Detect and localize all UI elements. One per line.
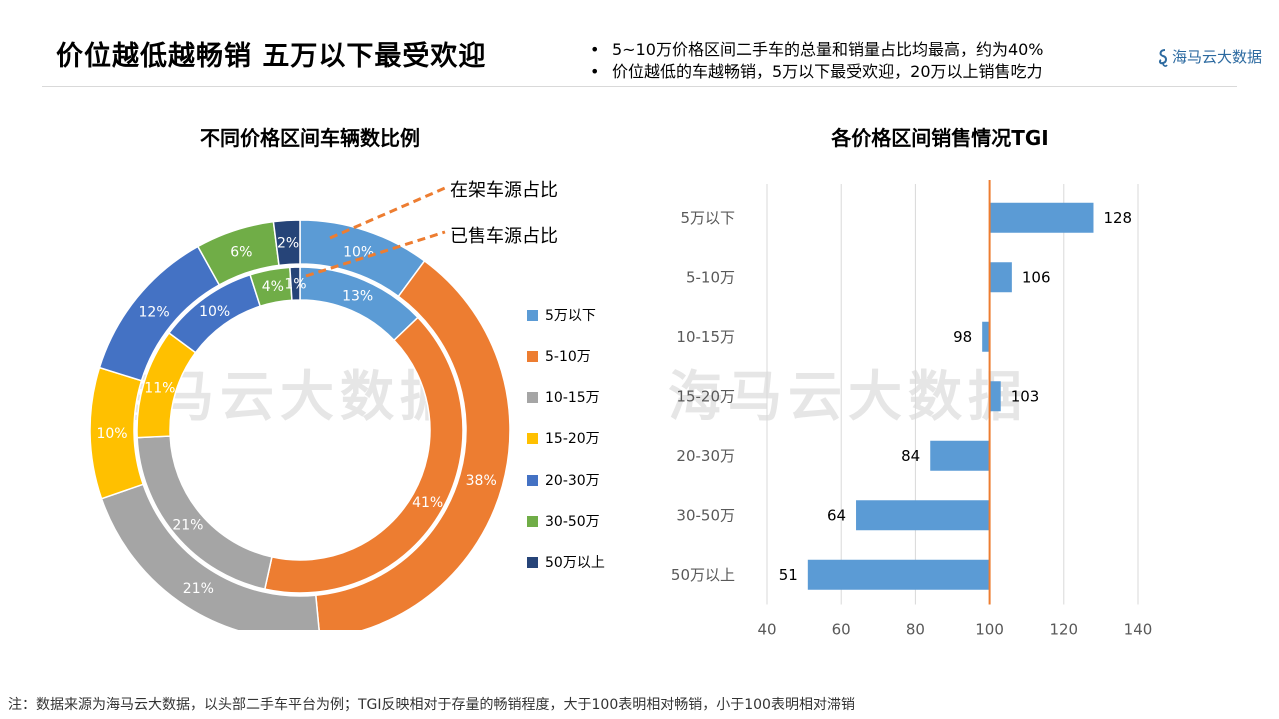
- inner-ring-data-label: 10%: [199, 304, 230, 320]
- page-title: 价位越低越畅销 五万以下最受欢迎: [56, 41, 487, 72]
- tgi-bar: [989, 262, 1012, 293]
- x-tick-label: 140: [1124, 621, 1153, 639]
- legend-label: 15-20万: [545, 431, 600, 447]
- legend-label: 10-15万: [545, 390, 600, 406]
- inner-ring-data-label: 11%: [144, 380, 175, 396]
- legend-swatch: [527, 475, 538, 486]
- outer-ring-data-label: 12%: [139, 304, 170, 320]
- legend-item: 30-50万: [527, 513, 600, 531]
- bar-value-label: 84: [901, 447, 920, 465]
- outer-ring-data-label: 38%: [466, 473, 497, 489]
- summary-bullet-2: • 价位越低的车越畅销，5万以下最受欢迎，20万以上销售吃力: [590, 58, 1043, 82]
- donut-chart: 10% 38% 21% 10% 12% 6% 2% 13% 41% 21% 11% 10% 4% 1%: [90, 186, 511, 630]
- legend-label: 30-50万: [545, 514, 600, 530]
- legend-swatch: [527, 433, 538, 444]
- legend-label: 5万以下: [545, 308, 596, 324]
- x-tick-label: 100: [975, 621, 1004, 639]
- bar-value-label: 51: [779, 566, 798, 584]
- tgi-bar-chart: 40 60 80 100 120 140 5万以下 128 5-10万 106 10-15万 98 15…: [671, 180, 1153, 639]
- category-label: 15-20万: [676, 387, 735, 405]
- tgi-bar: [989, 202, 1094, 233]
- bar-chart-title: 各价格区间销售情况TGI: [831, 126, 1049, 150]
- category-label: 10-15万: [676, 328, 735, 346]
- donut-chart-title: 不同价格区间车辆数比例: [200, 126, 420, 150]
- outer-ring-data-label: 10%: [343, 244, 374, 260]
- inner-ring-callout-line: [305, 230, 446, 278]
- bar-value-label: 128: [1103, 209, 1132, 227]
- outer-ring-data-label: 2%: [277, 235, 299, 251]
- tgi-bar: [807, 559, 990, 590]
- legend-swatch: [527, 516, 538, 527]
- legend-swatch: [527, 557, 538, 568]
- outer-ring-data-label: 6%: [230, 244, 252, 260]
- watermark-right: 海马云大数据: [668, 365, 1028, 428]
- outer-ring-slice: [314, 259, 511, 630]
- legend-label: 5-10万: [545, 349, 591, 365]
- inner-ring-data-label: 4%: [262, 279, 284, 295]
- inner-ring-data-label: 1%: [284, 277, 306, 293]
- legend-item: 10-15万: [527, 389, 600, 407]
- legend-swatch: [527, 351, 538, 362]
- header-divider: [42, 86, 1237, 87]
- legend-label: 50万以上: [545, 555, 605, 571]
- summary-bullet-text: 5~10万价格区间二手车的总量和销量占比均最高，约为40%: [612, 40, 1044, 59]
- summary-bullet-text: 价位越低的车越畅销，5万以下最受欢迎，20万以上销售吃力: [612, 62, 1043, 81]
- category-label: 20-30万: [676, 447, 735, 465]
- bullet-dot: •: [590, 62, 600, 81]
- inner-ring-data-label: 21%: [172, 517, 203, 533]
- legend-item: 5-10万: [527, 348, 591, 366]
- tgi-bar: [989, 381, 1001, 412]
- inner-ring-slice: [263, 316, 464, 594]
- brand-logo: 海马云大数据: [1156, 46, 1262, 68]
- bar-value-label: 106: [1022, 268, 1051, 286]
- legend-item: 20-30万: [527, 472, 600, 490]
- bar-value-label: 98: [953, 328, 972, 346]
- footnote: 注：数据来源为海马云大数据，以头部二手车平台为例；TGI反映相对于存量的畅销程度…: [8, 697, 855, 713]
- bar-value-label: 103: [1011, 387, 1040, 405]
- outer-ring-data-label: 21%: [183, 581, 214, 597]
- legend-label: 20-30万: [545, 473, 600, 489]
- bullet-dot: •: [590, 40, 600, 59]
- inner-ring-slice: [289, 266, 301, 302]
- outer-ring-slice: [272, 219, 301, 267]
- summary-bullet-1: • 5~10万价格区间二手车的总量和销量占比均最高，约为40%: [590, 36, 1044, 60]
- inner-ring-data-label: 41%: [412, 495, 443, 511]
- category-label: 5-10万: [686, 268, 735, 286]
- legend-item: 5万以下: [527, 307, 596, 325]
- legend-swatch: [527, 392, 538, 403]
- legend-swatch: [527, 310, 538, 321]
- x-tick-label: 120: [1049, 621, 1078, 639]
- x-tick-label: 40: [757, 621, 776, 639]
- outer-ring-data-label: 10%: [96, 426, 127, 442]
- category-label: 50万以上: [671, 566, 735, 584]
- legend-item: 50万以上: [527, 554, 605, 572]
- legend-item: 15-20万: [527, 430, 600, 448]
- tgi-bar: [930, 440, 990, 471]
- x-tick-label: 60: [832, 621, 851, 639]
- brand-name: 海马云大数据: [1172, 48, 1263, 66]
- tgi-bar: [856, 500, 990, 531]
- outer-ring-callout-line: [329, 186, 446, 240]
- x-tick-label: 80: [906, 621, 925, 639]
- outer-ring-callout: 在架车源占比: [450, 180, 558, 201]
- bar-value-label: 64: [827, 506, 846, 524]
- category-label: 5万以下: [680, 209, 735, 227]
- category-label: 30-50万: [676, 506, 735, 524]
- inner-ring-callout: 已售车源占比: [450, 226, 558, 247]
- inner-ring-data-label: 13%: [342, 288, 373, 304]
- tgi-bar: [982, 321, 990, 352]
- seahorse-icon: [1158, 48, 1168, 67]
